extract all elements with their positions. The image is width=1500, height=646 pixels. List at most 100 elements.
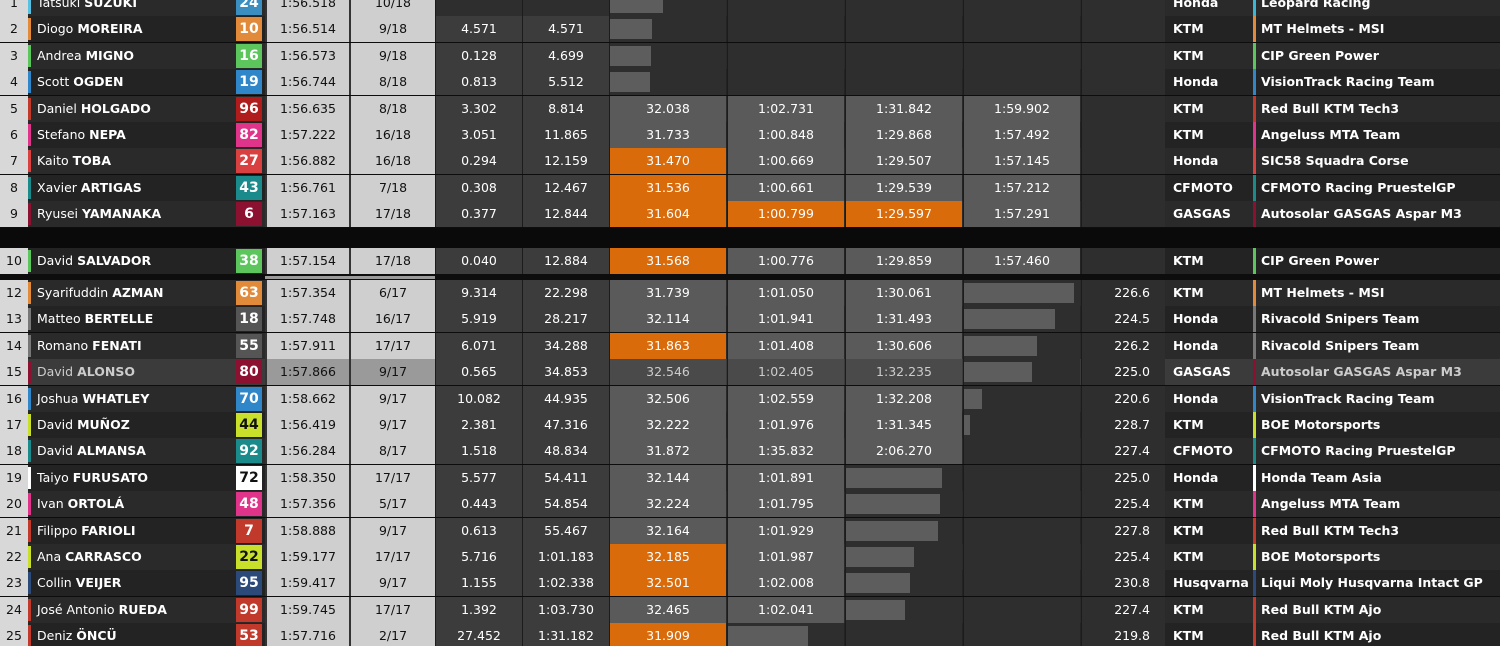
table-row[interactable]: 5 Daniel HOLGADO 96 1:56.635 8/18 3.302 8.814 3… xyxy=(0,95,1500,122)
table-row[interactable]: 9 Ryusei YAMANAKA 6 1:57.163 17/18 0.377 12.84… xyxy=(0,201,1500,228)
rider-name[interactable]: Ivan ORTOLÁ xyxy=(28,491,230,517)
table-row[interactable]: 7 Kaito TOBA 27 1:56.882 16/18 0.294 12.159 31.… xyxy=(0,148,1500,175)
rider-name[interactable]: Andrea MIGNO xyxy=(28,43,230,69)
sector-s2-cell: 1:02.041 xyxy=(727,596,844,623)
top-speed-cell xyxy=(1081,247,1165,274)
rider-name[interactable]: Daniel HOLGADO xyxy=(28,96,230,122)
table-row[interactable]: 1 Tatsuki SUZUKI 24 1:56.518 10/18 Honda Leopa… xyxy=(0,0,1500,16)
progress-bar xyxy=(610,0,663,13)
rider-name[interactable]: Joshua WHATLEY xyxy=(28,386,230,412)
table-row[interactable]: 16 Joshua WHATLEY 70 1:58.662 9/17 10.082 44.9… xyxy=(0,385,1500,412)
table-row[interactable]: 13 Matteo BERTELLE 18 1:57.748 16/17 5.919 28.… xyxy=(0,306,1500,333)
rider-name[interactable]: David ALMANSA xyxy=(28,438,230,464)
rider-number-cell: 10 xyxy=(230,16,265,42)
table-row[interactable]: 20 Ivan ORTOLÁ 48 1:57.356 5/17 0.443 54.854 32… xyxy=(0,491,1500,518)
top-speed-cell xyxy=(1081,0,1165,16)
rider-name[interactable]: Taiyo FURUSATO xyxy=(28,465,230,491)
rider-name[interactable]: Deniz ÖNCÜ xyxy=(28,623,230,646)
rider-name[interactable]: Collin VEIJER xyxy=(28,570,230,596)
team-color-stripe xyxy=(1253,596,1256,623)
team-name: BOE Motorsports xyxy=(1261,549,1381,564)
rider-name[interactable]: Syarifuddin AZMAN xyxy=(28,280,230,306)
laps-cell: 17/17 xyxy=(349,464,435,491)
rider-name[interactable]: Romano FENATI xyxy=(28,333,230,359)
table-row[interactable]: 8 Xavier ARTIGAS 43 1:56.761 7/18 0.308 12.467… xyxy=(0,174,1500,201)
progress-bar xyxy=(964,283,1074,303)
best-lap-cell: 1:57.716 xyxy=(265,623,349,646)
table-row[interactable]: 3 Andrea MIGNO 16 1:56.573 9/18 0.128 4.699 KTM… xyxy=(0,42,1500,69)
sector-s4-cell xyxy=(963,570,1080,597)
sector-s1-cell: 31.536 xyxy=(609,174,726,201)
rider-first-name: Scott xyxy=(37,74,70,90)
table-row[interactable]: 6 Stefano NEPA 82 1:57.222 16/18 3.051 11.865 3… xyxy=(0,122,1500,148)
rider-name[interactable]: José Antonio RUEDA xyxy=(28,597,230,623)
rider-last-name: ÖNCÜ xyxy=(76,628,117,644)
rider-name[interactable]: Kaito TOBA xyxy=(28,148,230,174)
sector-s1-cell: 32.144 xyxy=(609,464,726,491)
table-row[interactable]: 19 Taiyo FURUSATO 72 1:58.350 17/17 5.577 54.4… xyxy=(0,464,1500,491)
rider-last-name: FARIOLI xyxy=(81,522,136,538)
top-speed-cell: 225.0 xyxy=(1081,359,1165,386)
rider-number-cell: 55 xyxy=(230,333,265,359)
table-row[interactable]: 17 David MUÑOZ 44 1:56.419 9/17 2.381 47.316 32… xyxy=(0,412,1500,438)
rider-name[interactable]: Ana CARRASCO xyxy=(28,544,230,570)
table-row[interactable]: 24 José Antonio RUEDA 99 1:59.745 17/17 1.392… xyxy=(0,596,1500,623)
table-row[interactable]: 10 David SALVADOR 38 1:57.154 17/18 0.040 12.8… xyxy=(0,247,1500,274)
rider-name[interactable]: David SALVADOR xyxy=(28,248,230,274)
interval-cell: 11.865 xyxy=(522,122,609,148)
sector-s1-cell: 31.739 xyxy=(609,280,726,306)
rider-name[interactable]: Xavier ARTIGAS xyxy=(28,175,230,201)
position-cell: 16 xyxy=(0,385,28,412)
sector-s4-cell xyxy=(963,0,1080,16)
manufacturer-cell: Honda xyxy=(1173,74,1219,90)
rider-name[interactable]: Diogo MOREIRA xyxy=(28,16,230,42)
position-cell: 6 xyxy=(0,122,28,148)
rider-name[interactable]: Stefano NEPA xyxy=(28,122,230,148)
team-name: Red Bull KTM Ajo xyxy=(1261,601,1382,617)
table-row[interactable]: 14 Romano FENATI 55 1:57.911 17/17 6.071 34.28… xyxy=(0,332,1500,359)
rider-color-stripe xyxy=(28,361,31,384)
team-color-stripe xyxy=(1253,438,1256,465)
table-row[interactable]: 4 Scott OGDEN 19 1:56.744 8/18 0.813 5.512 Hond… xyxy=(0,69,1500,96)
table-row[interactable]: 18 David ALMANSA 92 1:56.284 8/17 1.518 48.834… xyxy=(0,438,1500,465)
table-row[interactable]: 12 Syarifuddin AZMAN 63 1:57.354 6/17 9.314 22… xyxy=(0,280,1500,306)
rider-last-name: MUÑOZ xyxy=(77,417,130,432)
sector-s2-cell xyxy=(727,0,844,16)
sector-s1-cell: 32.114 xyxy=(609,306,726,333)
rider-first-name: Filippo xyxy=(37,522,78,538)
manufacturer-cell: KTM xyxy=(1173,522,1204,538)
rider-number-badge: 24 xyxy=(236,0,262,15)
rider-name[interactable]: Tatsuki SUZUKI xyxy=(28,0,230,16)
top-speed-cell: 225.4 xyxy=(1081,491,1165,518)
table-row[interactable]: 15 David ALONSO 80 1:57.866 9/17 0.565 34.853 3… xyxy=(0,359,1500,386)
manufacturer-cell: Honda xyxy=(1173,0,1219,10)
top-speed-cell: 227.8 xyxy=(1081,517,1165,544)
rider-color-stripe xyxy=(28,387,31,410)
progress-bar xyxy=(610,72,650,93)
rider-color-stripe xyxy=(28,150,31,173)
laps-cell: 16/17 xyxy=(349,306,435,333)
rider-name[interactable]: Matteo BERTELLE xyxy=(28,306,230,332)
interval-cell xyxy=(522,0,609,16)
rider-name[interactable]: David MUÑOZ xyxy=(28,412,230,438)
rider-first-name: Matteo xyxy=(37,311,81,327)
rider-name[interactable]: Scott OGDEN xyxy=(28,69,230,95)
table-row[interactable]: 23 Collin VEIJER 95 1:59.417 9/17 1.155 1:02.3… xyxy=(0,570,1500,597)
position-cell: 8 xyxy=(0,174,28,201)
top-speed-cell xyxy=(1081,174,1165,201)
table-row[interactable]: 2 Diogo MOREIRA 10 1:56.514 9/18 4.571 4.571 KT… xyxy=(0,16,1500,43)
table-row[interactable]: 25 Deniz ÖNCÜ 53 1:57.716 2/17 27.452 1:31.182… xyxy=(0,623,1500,646)
team-name: SIC58 Squadra Corse xyxy=(1261,153,1409,169)
rider-name[interactable]: Ryusei YAMANAKA xyxy=(28,201,230,227)
rider-name[interactable]: David ALONSO xyxy=(28,359,230,385)
table-row[interactable]: 21 Filippo FARIOLI 7 1:58.888 9/17 0.613 55.46… xyxy=(0,517,1500,544)
rider-number-badge: 70 xyxy=(236,386,262,411)
progress-bar xyxy=(846,547,914,567)
rider-last-name: HOLGADO xyxy=(80,100,151,116)
gap-cell: 0.813 xyxy=(435,69,522,96)
rider-name[interactable]: Filippo FARIOLI xyxy=(28,518,230,544)
gap-cell: 5.716 xyxy=(435,544,522,570)
table-row[interactable]: 22 Ana CARRASCO 22 1:59.177 17/17 5.716 1:01.1… xyxy=(0,544,1500,570)
rider-number-badge: 92 xyxy=(236,439,262,464)
sector-s1-cell: 31.872 xyxy=(609,438,726,465)
